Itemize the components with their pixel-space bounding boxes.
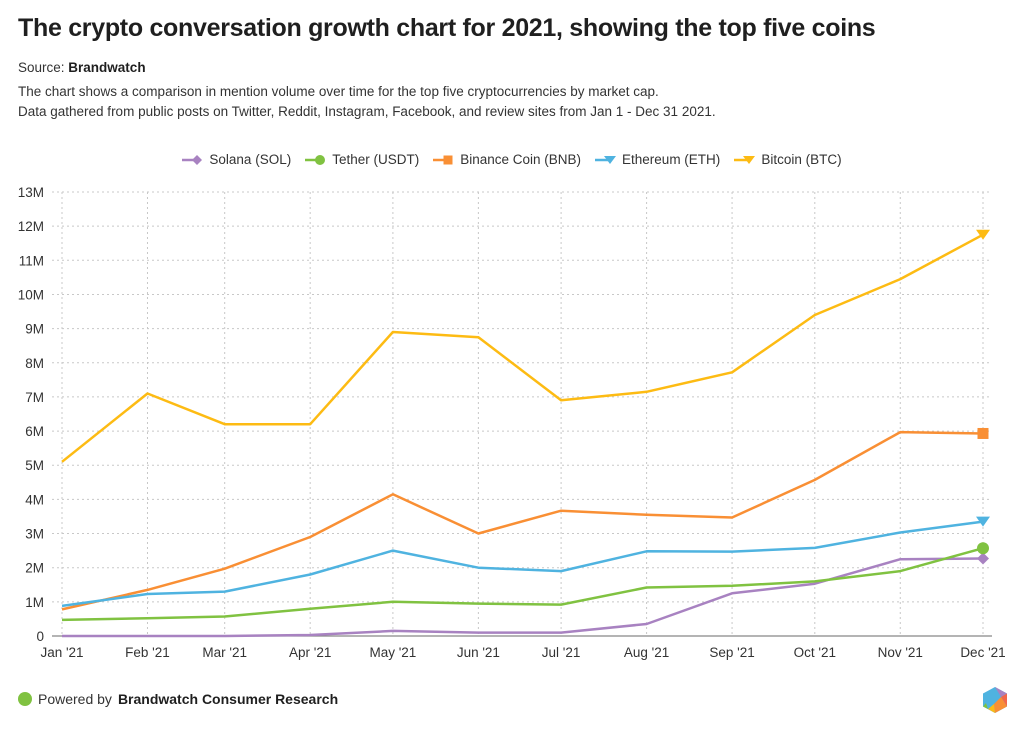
x-tick-label: Apr '21	[289, 645, 331, 660]
legend-marker	[315, 154, 326, 165]
line-chart: 0 1M 2M 3M 4M 5M 6M 7M 8M 9M 10M 11M 12M 13M Jan '21 F…	[18, 185, 1006, 660]
series-tether-usdt	[61, 542, 989, 622]
series-line	[61, 233, 984, 463]
y-tick-label: 9M	[25, 322, 44, 337]
square-legend-icon	[433, 155, 453, 164]
y-tick-label: 0	[36, 629, 44, 644]
triangle-down-legend-icon	[595, 155, 617, 164]
diamond-legend-icon	[182, 154, 203, 165]
source-line: Source: Brandwatch	[18, 60, 146, 75]
x-tick-label: Dec '21	[960, 645, 1005, 660]
x-axis: Jan '21 Feb '21 Mar '21 Apr '21 May '21 Jun '…	[40, 635, 1006, 660]
legend-marker	[192, 154, 203, 165]
y-tick-label: 8M	[25, 356, 44, 371]
series-solana-sol	[62, 552, 989, 638]
x-tick-label: Jan '21	[40, 645, 83, 660]
legend-item[interactable]: Binance Coin (BNB)	[433, 152, 581, 167]
y-tick-label: 12M	[18, 219, 44, 234]
x-tick-label: Oct '21	[794, 645, 836, 660]
legend-item[interactable]: Tether (USDT)	[305, 152, 419, 167]
end-marker	[977, 542, 989, 555]
legend-marker	[443, 155, 453, 164]
brandwatch-dot-icon	[18, 692, 32, 706]
x-tick-label: Sep '21	[709, 645, 754, 660]
y-tick-label: 3M	[25, 527, 44, 542]
chart-title: The crypto conversation growth chart for…	[18, 14, 876, 42]
legend-item[interactable]: Solana (SOL)	[182, 152, 291, 167]
footer: Powered by Brandwatch Consumer Research	[18, 691, 338, 707]
y-axis: 0 1M 2M 3M 4M 5M 6M 7M 8M 9M 10M 11M 12M 13M	[18, 185, 44, 644]
x-tick-label: Jul '21	[542, 645, 581, 660]
x-tick-label: Mar '21	[202, 645, 247, 660]
legend-label: Tether (USDT)	[332, 152, 420, 167]
y-tick-label: 7M	[25, 390, 44, 405]
legend-label: Binance Coin (BNB)	[460, 152, 582, 167]
chart-legend: Solana (SOL) Tether (USDT) Binance Coin (B…	[0, 152, 1024, 167]
end-marker	[977, 427, 989, 439]
y-tick-label: 13M	[18, 185, 44, 200]
description-line-1: The chart shows a comparison in mention …	[18, 84, 659, 99]
x-tick-label: Feb '21	[125, 645, 170, 660]
legend-marker	[743, 155, 756, 164]
legend-marker	[604, 155, 617, 164]
y-tick-label: 11M	[19, 253, 44, 268]
legend-item[interactable]: Ethereum (ETH)	[595, 152, 720, 167]
source-name: Brandwatch	[68, 60, 146, 75]
series-bitcoin-btc	[61, 229, 990, 463]
x-tick-label: Aug '21	[624, 645, 669, 660]
grid-lines	[52, 191, 992, 636]
legend-label: Bitcoin (BTC)	[761, 152, 842, 167]
triangle-down-legend-icon	[734, 155, 756, 164]
x-tick-label: Jun '21	[457, 645, 500, 660]
series-line	[61, 520, 984, 608]
source-label: Source:	[18, 60, 65, 75]
series-lines	[61, 229, 990, 638]
y-tick-label: 10M	[18, 287, 44, 302]
brandwatch-hexagon-logo-icon	[983, 687, 1007, 713]
description-line-2: Data gathered from public posts on Twitt…	[18, 104, 716, 119]
y-tick-label: 2M	[25, 561, 44, 576]
brand-name: Brandwatch Consumer Research	[117, 691, 339, 707]
y-tick-label: 5M	[25, 458, 44, 473]
y-tick-label: 1M	[25, 595, 44, 610]
y-tick-label: 4M	[25, 492, 44, 507]
end-marker	[977, 552, 989, 565]
y-tick-label: 6M	[25, 424, 44, 439]
circle-legend-icon	[305, 154, 326, 165]
legend-label: Solana (SOL)	[209, 152, 292, 167]
series-binance-coin-bnb	[61, 427, 989, 611]
legend-item[interactable]: Bitcoin (BTC)	[734, 152, 842, 167]
x-tick-label: Nov '21	[878, 645, 923, 660]
end-marker	[976, 516, 990, 527]
x-tick-label: May '21	[369, 645, 416, 660]
series-line	[61, 546, 984, 622]
powered-by-label: Powered by	[38, 691, 112, 707]
end-marker	[976, 229, 990, 240]
series-line	[61, 430, 984, 611]
series-ethereum-eth	[61, 516, 990, 608]
legend-label: Ethereum (ETH)	[622, 152, 721, 167]
